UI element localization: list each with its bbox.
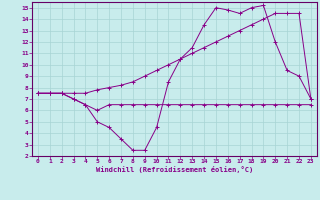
X-axis label: Windchill (Refroidissement éolien,°C): Windchill (Refroidissement éolien,°C) <box>96 166 253 173</box>
